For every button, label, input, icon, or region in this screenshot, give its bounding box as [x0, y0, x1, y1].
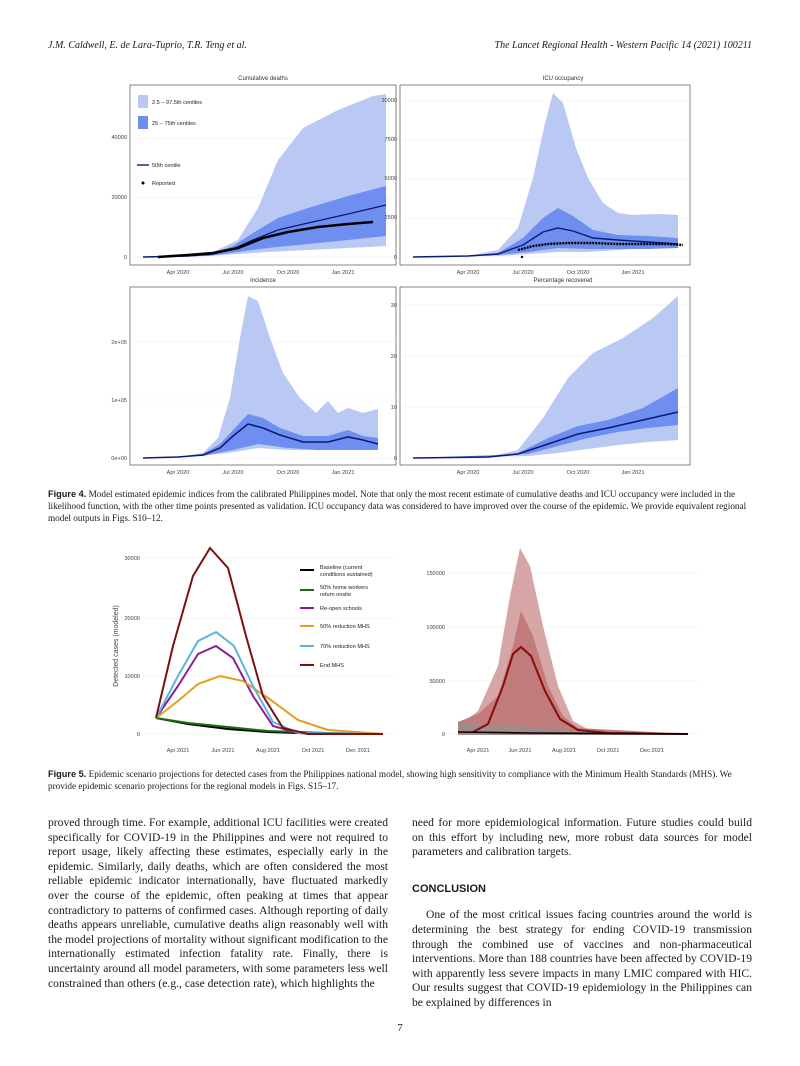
svg-text:return onsite: return onsite [320, 592, 351, 598]
svg-text:20000: 20000 [124, 616, 140, 622]
svg-text:Jan 2021: Jan 2021 [621, 470, 644, 476]
svg-text:Oct 2020: Oct 2020 [277, 470, 300, 476]
figure-5-caption-text: Epidemic scenario projections for detect… [48, 769, 732, 791]
svg-text:Apr 2020: Apr 2020 [457, 270, 480, 276]
svg-text:Oct 2020: Oct 2020 [567, 270, 590, 276]
svg-text:150000: 150000 [426, 571, 445, 577]
svg-text:Jul 2020: Jul 2020 [222, 270, 243, 276]
legend-outer-band: 2.5 – 97.5th centiles [152, 100, 202, 106]
svg-text:Jan 2021: Jan 2021 [331, 270, 354, 276]
y-ticks-uncertainty: 150000 100000 50000 0 [426, 571, 445, 738]
percentage-recovered-plot [412, 296, 679, 459]
svg-text:Jun 2021: Jun 2021 [211, 748, 234, 754]
svg-text:0: 0 [137, 732, 140, 738]
svg-text:Jan 2021: Jan 2021 [331, 470, 354, 476]
svg-text:Oct 2021: Oct 2021 [597, 748, 620, 754]
y-ticks-cumulative: 40000 20000 0 [111, 135, 127, 261]
svg-text:Aug 2021: Aug 2021 [552, 748, 576, 754]
section-heading-conclusion: CONCLUSION [412, 882, 486, 895]
svg-text:Oct 2020: Oct 2020 [277, 270, 300, 276]
svg-text:Apr 2020: Apr 2020 [167, 270, 190, 276]
x-ticks-fig4: Apr 2020 Jul 2020 Oct 2020 Jan 2021 Apr 202… [167, 270, 645, 476]
body-paragraph: need for more epidemiological informatio… [412, 816, 752, 859]
svg-text:7500: 7500 [385, 137, 397, 143]
panel-title-incidence: Incidence [250, 278, 276, 284]
svg-text:0: 0 [442, 732, 445, 738]
svg-text:Oct 2021: Oct 2021 [302, 748, 325, 754]
scenario-lines [155, 546, 384, 735]
svg-text:Jun 2021: Jun 2021 [508, 748, 531, 754]
svg-text:Apr 2020: Apr 2020 [167, 470, 190, 476]
svg-text:Baseline (current: Baseline (current [320, 565, 363, 571]
y-ticks-incidence: 2e+05 1e+05 0e+00 [111, 340, 127, 462]
svg-text:Apr 2021: Apr 2021 [167, 748, 190, 754]
svg-text:conditions sustained): conditions sustained) [320, 572, 373, 578]
body-right-column: need for more epidemiological informatio… [412, 816, 752, 1011]
svg-text:2500: 2500 [385, 215, 397, 221]
figure-5-caption: Figure 5. Epidemic scenario projections … [48, 768, 752, 792]
svg-text:30: 30 [391, 303, 397, 309]
svg-text:10000: 10000 [124, 674, 140, 680]
icu-occupancy-plot [412, 93, 684, 259]
figure-4: Cumulative deaths ICU occupancy Incidenc… [111, 76, 691, 476]
y-ticks-icu: 10000 7500 5000 2500 0 [381, 98, 397, 261]
figure-5-label: Figure 5. [48, 769, 87, 779]
svg-text:10: 10 [391, 405, 397, 411]
svg-text:2e+05: 2e+05 [111, 340, 127, 346]
svg-text:50% home workers: 50% home workers [320, 585, 368, 591]
legend-inner-band: 25 – 75th centiles [152, 121, 196, 127]
legend-reported: Reported [152, 181, 175, 187]
figure-4-label: Figure 4. [48, 489, 87, 499]
svg-text:50% reduction MHS: 50% reduction MHS [320, 624, 370, 630]
svg-text:Dec 2021: Dec 2021 [346, 748, 370, 754]
svg-text:0: 0 [394, 456, 397, 462]
running-header-authors: J.M. Caldwell, E. de Lara-Tuprio, T.R. T… [48, 40, 247, 51]
uncertainty-plot [457, 548, 689, 735]
svg-text:0e+00: 0e+00 [111, 456, 127, 462]
svg-text:Apr 2021: Apr 2021 [467, 748, 490, 754]
svg-text:Jul 2020: Jul 2020 [512, 470, 533, 476]
svg-text:50000: 50000 [429, 679, 445, 685]
svg-text:Re-open schools: Re-open schools [320, 606, 362, 612]
svg-text:20: 20 [391, 354, 397, 360]
y-ticks-scenarios: 30000 20000 10000 0 [124, 556, 140, 738]
svg-text:Jan 2021: Jan 2021 [621, 270, 644, 276]
svg-text:Apr 2020: Apr 2020 [457, 470, 480, 476]
svg-text:0: 0 [394, 255, 397, 261]
svg-text:40000: 40000 [111, 135, 127, 141]
panel-title-icu-occupancy: ICU occupancy [543, 76, 584, 82]
x-ticks-fig5-right: Apr 2021 Jun 2021 Aug 2021 Oct 2021 Dec 2021 [467, 748, 664, 754]
svg-text:100000: 100000 [426, 625, 445, 631]
svg-text:5000: 5000 [385, 176, 397, 182]
figure-4-caption: Figure 4. Model estimated epidemic indic… [48, 488, 752, 524]
cumulative-deaths-plot [137, 94, 387, 259]
svg-text:10000: 10000 [381, 98, 397, 104]
figure-4-caption-text: Model estimated epidemic indices from th… [48, 489, 747, 523]
legend-median: 50th centile [152, 163, 181, 169]
svg-text:30000: 30000 [124, 556, 140, 562]
svg-text:Aug 2021: Aug 2021 [256, 748, 280, 754]
body-paragraph: proved through time. For example, additi… [48, 816, 388, 990]
svg-text:Oct 2020: Oct 2020 [567, 470, 590, 476]
svg-text:Jul 2020: Jul 2020 [222, 470, 243, 476]
svg-text:Jul 2020: Jul 2020 [512, 270, 533, 276]
svg-text:1e+05: 1e+05 [111, 398, 127, 404]
panel-title-cumulative-deaths: Cumulative deaths [238, 76, 288, 82]
x-ticks-fig5-left: Apr 2021 Jun 2021 Aug 2021 Oct 2021 Dec 2021 [167, 748, 370, 754]
svg-text:0: 0 [124, 255, 127, 261]
running-header-journal: The Lancet Regional Health - Western Pac… [494, 40, 752, 51]
figure-5: Detected cases (modeled) 30000 20000 10000… [113, 540, 698, 754]
svg-text:70% reduction MHS: 70% reduction MHS [320, 644, 370, 650]
svg-text:Dec 2021: Dec 2021 [640, 748, 664, 754]
svg-text:End MHS: End MHS [320, 663, 344, 669]
page-number: 7 [397, 1022, 403, 1034]
svg-text:20000: 20000 [111, 195, 127, 201]
panel-title-percentage-recovered: Percentage recovered [533, 278, 592, 284]
body-paragraph: One of the most critical issues facing c… [412, 908, 752, 1009]
incidence-plot [142, 296, 379, 459]
figure-5-y-label: Detected cases (modeled) [113, 605, 120, 687]
figure-5-legend: Baseline (current conditions sustained) … [300, 565, 373, 669]
body-left-column: proved through time. For example, additi… [48, 816, 388, 991]
y-ticks-recovered: 30 20 10 0 [391, 303, 397, 462]
